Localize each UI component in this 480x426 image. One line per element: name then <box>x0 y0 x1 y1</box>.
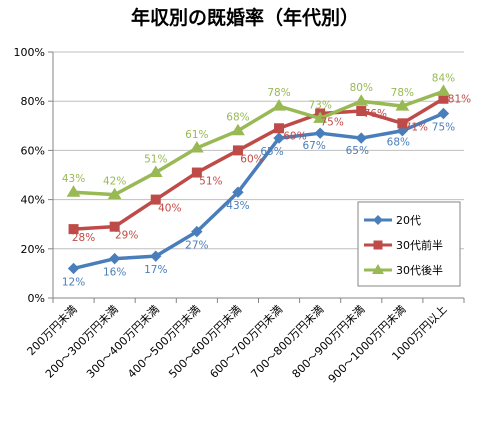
series-line-1 <box>73 97 445 231</box>
point-s2-0 <box>66 185 81 197</box>
data-label-s0-3: 27% <box>185 240 208 252</box>
point-s0-4 <box>232 186 244 198</box>
point-s1-2 <box>150 194 161 205</box>
point-s2-2 <box>148 165 163 178</box>
data-label-s1-5: 69% <box>283 130 306 142</box>
point-s0-2 <box>150 250 162 262</box>
data-label-s2-1: 42% <box>103 176 126 188</box>
point-s1-5 <box>274 123 285 134</box>
point-s2-5 <box>272 99 286 111</box>
data-label-s2-0: 43% <box>62 173 85 185</box>
ytick-label-1: 20% <box>21 243 45 256</box>
legend-marker-2 <box>372 264 384 274</box>
point-s1-7 <box>356 106 367 117</box>
data-label-s0-9: 75% <box>432 122 455 134</box>
xtick-label-1: 200～300万円未満 <box>43 303 121 381</box>
series-layer <box>66 84 451 275</box>
legend-label-2: 30代後半 <box>396 263 443 277</box>
data-label-s1-7: 76% <box>364 108 387 120</box>
data-label-s2-9: 84% <box>432 72 455 84</box>
data-label-s1-4: 60% <box>240 153 263 165</box>
point-s1-0 <box>68 224 79 235</box>
point-s0-1 <box>108 252 121 265</box>
xtick-label-6: 700～800万円未満 <box>248 303 326 381</box>
data-label-s1-0: 28% <box>72 232 95 244</box>
label-layer: 12% 16% 17% 27% 43% 65% 67% 65% 68% 75% 28% 29% 40% 5… <box>62 72 471 288</box>
xtick-label-8: 900～1000万円未満 <box>326 303 409 386</box>
ytick-label-5: 100% <box>14 46 45 59</box>
xtick-label-4: 500～600万円未満 <box>166 303 244 381</box>
ytick-label-2: 40% <box>21 194 45 207</box>
point-s1-3 <box>191 167 202 178</box>
data-label-s1-6: 75% <box>320 117 343 129</box>
data-label-s2-7: 80% <box>350 82 373 94</box>
data-label-s2-2: 51% <box>144 154 167 166</box>
data-label-s1-8: 71% <box>405 121 428 133</box>
data-label-s0-4: 43% <box>226 200 249 212</box>
data-label-s0-8: 68% <box>387 137 410 149</box>
point-s1-8 <box>397 118 408 129</box>
data-label-s2-4: 68% <box>226 112 249 124</box>
point-s0-3 <box>191 225 203 238</box>
grid-layer <box>53 51 464 299</box>
series-0 <box>67 107 450 275</box>
series-line-2 <box>73 89 445 197</box>
ytick-label-4: 80% <box>21 95 45 108</box>
point-s2-1 <box>107 187 122 200</box>
data-label-s0-6: 67% <box>302 140 325 152</box>
ytick-label-3: 60% <box>21 144 45 157</box>
point-s0-9 <box>437 107 450 120</box>
point-s2-9 <box>436 84 451 96</box>
data-label-s1-1: 29% <box>115 230 138 242</box>
ytick-label-0: 0% <box>28 292 45 305</box>
xtick-label-3: 400～500万円未満 <box>125 303 203 381</box>
series-2 <box>66 84 451 200</box>
data-label-s1-9: 81% <box>448 94 471 106</box>
xtick-label-2: 300～400万円未満 <box>84 303 162 381</box>
data-label-s0-7: 65% <box>346 145 369 157</box>
legend-label-1: 30代前半 <box>396 238 443 252</box>
data-label-s0-2: 17% <box>144 264 167 276</box>
data-label-s1-2: 40% <box>158 203 181 215</box>
data-label-s2-6: 73% <box>308 99 331 111</box>
point-s0-5 <box>273 132 285 144</box>
data-label-s0-0: 12% <box>62 276 85 288</box>
legend-marker-1 <box>373 240 383 250</box>
chart-title: 年収別の既婚率（年代別） <box>131 6 359 29</box>
point-s2-3 <box>189 140 204 153</box>
point-s2-8 <box>395 99 410 111</box>
point-s2-6 <box>313 111 328 123</box>
xtick-label-5: 600～700万円未満 <box>207 303 285 381</box>
point-s0-6 <box>314 127 326 139</box>
legend-marker-0 <box>373 215 383 225</box>
point-s0-7 <box>355 132 367 144</box>
xtick-label-7: 800～900万円未満 <box>290 303 368 381</box>
point-s2-4 <box>231 123 245 136</box>
data-label-s0-1: 16% <box>103 267 126 279</box>
data-label-s1-3: 51% <box>199 176 222 188</box>
point-s0-0 <box>67 262 80 275</box>
data-label-s2-5: 78% <box>267 87 290 99</box>
data-label-s0-5: 65% <box>260 146 283 158</box>
point-s1-4 <box>232 145 243 156</box>
data-label-s2-3: 61% <box>185 129 208 141</box>
legend-label-0: 20代 <box>396 214 421 227</box>
point-s2-7 <box>354 94 369 106</box>
data-label-s2-8: 78% <box>391 87 414 99</box>
legend: 20代 30代前半 30代後半 <box>357 201 461 287</box>
point-s1-1 <box>109 221 120 232</box>
series-line-0 <box>73 111 445 271</box>
